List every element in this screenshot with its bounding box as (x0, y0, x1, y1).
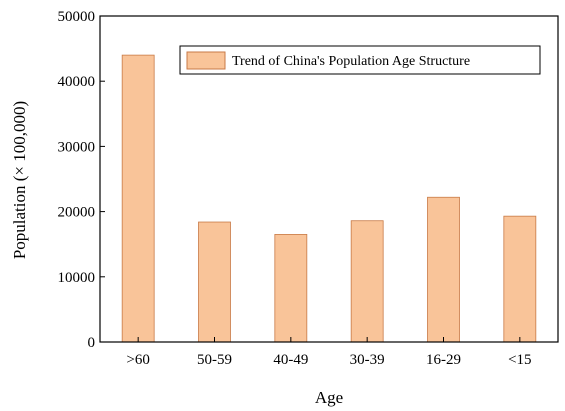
x-tick-label: >60 (126, 352, 149, 368)
bar (121, 54, 155, 343)
y-tick-label: 50000 (58, 9, 96, 25)
ticks-layer: >60 50-59 40-49 30-39 16-29 <15 0 10000 20000 300… (58, 9, 532, 368)
bar (350, 220, 384, 343)
x-tick-label: 16-29 (426, 352, 461, 368)
y-tick-label: 20000 (58, 205, 96, 221)
y-tick-label: 0 (88, 335, 96, 351)
y-tick-label: 10000 (58, 270, 96, 286)
bar (274, 234, 308, 343)
y-tick-label: 30000 (58, 139, 96, 155)
x-tick-label: 50-59 (197, 352, 232, 368)
legend-swatch (186, 51, 226, 70)
x-tick-label: 30-39 (350, 352, 385, 368)
plot-frame (99, 15, 559, 343)
x-tick-label: 40-49 (273, 352, 308, 368)
bar (427, 196, 460, 343)
y-tick-label: 40000 (58, 74, 96, 90)
legend-frame (179, 45, 541, 75)
bars-layer (121, 54, 537, 343)
x-axis-title: Age (315, 388, 343, 407)
bar (198, 221, 231, 343)
y-axis-title: Population (× 100,000) (10, 101, 29, 259)
legend-label: Trend of China's Population Age Structur… (232, 54, 470, 69)
legend: Trend of China's Population Age Structur… (179, 45, 541, 75)
x-tick-label: <15 (508, 352, 531, 368)
bar (503, 215, 537, 343)
